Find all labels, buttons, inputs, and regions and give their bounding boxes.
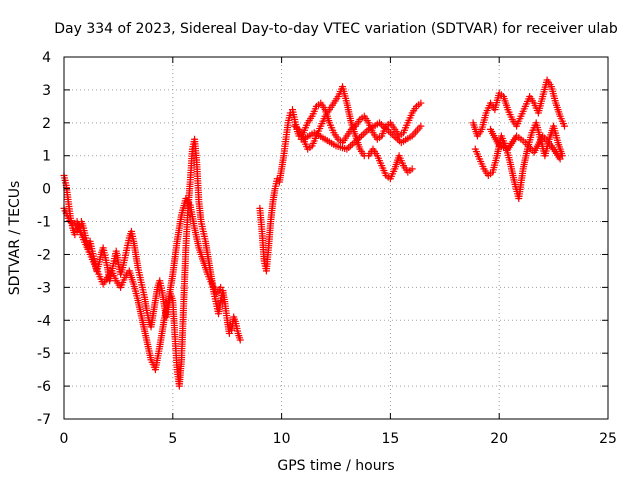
y-tick-label: -6 (37, 379, 51, 395)
data-point (348, 140, 356, 148)
data-point (556, 155, 564, 163)
y-tick-label: 0 (42, 182, 51, 198)
y-tick-label: -2 (37, 247, 51, 263)
x-tick-label: 0 (60, 431, 69, 447)
y-tick-label: -4 (37, 313, 51, 329)
x-axis-label: GPS time / hours (277, 458, 394, 474)
data-series (60, 195, 225, 374)
data-point (408, 165, 416, 173)
data-point (236, 336, 244, 344)
x-tick-label: 15 (381, 431, 399, 447)
x-tick-label: 20 (490, 431, 508, 447)
data-point (217, 283, 225, 291)
data-series (471, 119, 566, 203)
y-tick-label: -3 (37, 280, 51, 296)
y-tick-label: -7 (37, 412, 51, 428)
x-tick-label: 10 (273, 431, 291, 447)
data-point (345, 144, 353, 151)
data-point (377, 120, 385, 128)
grid-lines (64, 57, 608, 419)
y-tick-label: 2 (42, 116, 51, 132)
y-tick-label: -5 (37, 346, 51, 362)
data-points (60, 76, 568, 390)
data-point (560, 122, 568, 130)
y-tick-label: 4 (42, 50, 51, 66)
data-point (392, 134, 400, 142)
plot-frame (63, 56, 609, 420)
chart-title: Day 334 of 2023, Sidereal Day-to-day VTE… (54, 21, 618, 37)
y-tick-label: 3 (42, 83, 51, 99)
y-tick-label: 1 (42, 149, 51, 165)
data-point (361, 129, 369, 137)
data-series (469, 76, 568, 140)
x-tick-label: 25 (599, 431, 617, 447)
y-axis-label: SDTVAR / TECUs (7, 181, 23, 296)
axis-ticks (63, 56, 609, 420)
data-series (256, 99, 425, 275)
data-series (299, 119, 425, 153)
x-tick-label: 5 (168, 431, 177, 447)
x-axis-tick-labels: 0 5 10 15 20 25 (60, 431, 617, 447)
y-tick-label: -1 (37, 215, 51, 231)
data-point (417, 99, 425, 107)
data-series (486, 125, 564, 163)
data-point (417, 122, 425, 130)
y-axis-tick-labels: -7 -6 -5 -4 -3 -2 -1 0 1 2 3 4 (37, 50, 51, 428)
data-point (359, 130, 367, 138)
